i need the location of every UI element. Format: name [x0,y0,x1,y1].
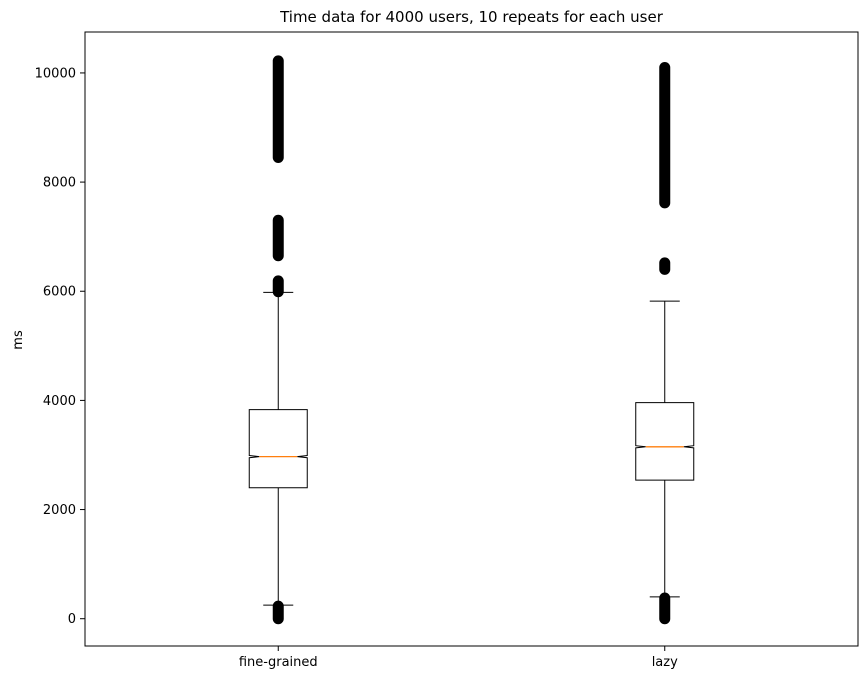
y-tick-label: 10000 [35,66,76,81]
y-tick-label: 4000 [43,394,76,409]
plot-frame [84,31,859,647]
y-axis-label: ms [11,330,26,350]
y-tick-label: 6000 [43,285,76,300]
plot-area: 0 2000 4000 6000 8000 10000 fine-grained lazy [35,31,859,670]
box-body [248,409,308,489]
x-tick-label: lazy [652,655,678,670]
chart-title: Time data for 4000 users, 10 repeats for… [279,8,664,26]
y-tick-label: 0 [68,612,76,627]
y-tick-label: 8000 [43,176,76,191]
x-tick-label: fine-grained [239,655,318,670]
y-tick-label: 2000 [43,503,76,518]
box-body [635,402,695,481]
